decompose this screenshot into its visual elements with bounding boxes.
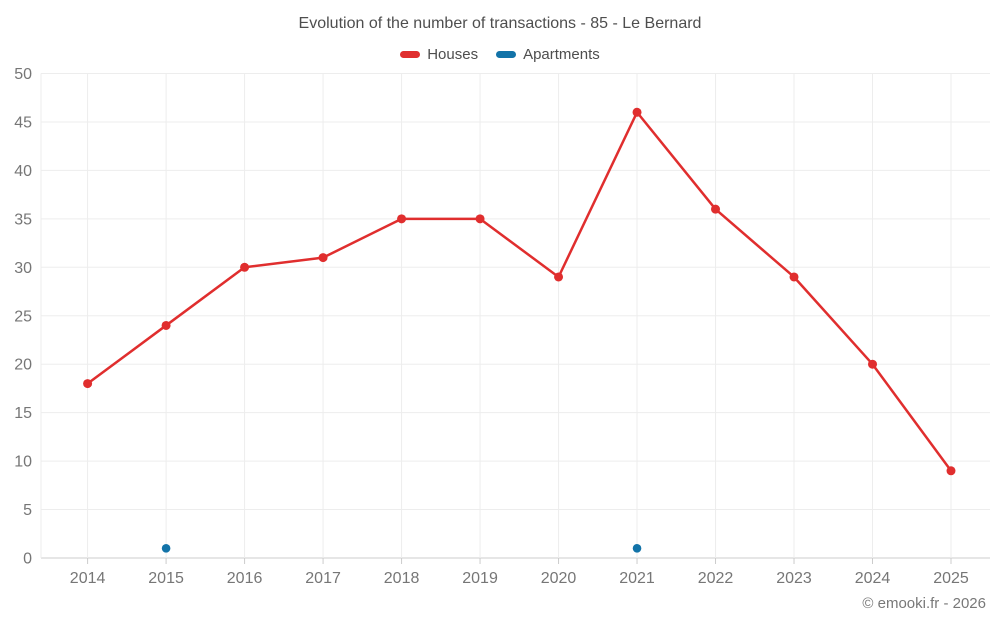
houses-point-2015[interactable] [161,320,171,330]
legend-item-apartments[interactable]: Apartments [496,46,600,63]
chart-title: Evolution of the number of transactions … [298,15,702,32]
houses-point-2016[interactable] [240,262,250,272]
houses-point-2020[interactable] [554,272,564,282]
x-tick-label-2020: 2020 [541,570,577,587]
y-tick-label-0: 0 [23,551,32,568]
y-tick-label-20: 20 [14,357,32,374]
x-tick-label-2014: 2014 [70,570,106,587]
x-tick-label-2018: 2018 [384,570,420,587]
legend-label-apartments: Apartments [523,46,600,63]
houses-point-2025[interactable] [946,466,956,476]
houses-point-2022[interactable] [711,204,721,214]
x-tick-label-2015: 2015 [148,570,184,587]
y-tick-label-15: 15 [14,405,32,422]
y-tick-label-30: 30 [14,260,32,277]
apartments-legend-marker-icon [496,51,517,58]
copyright-text: © emooki.fr - 2026 [862,595,986,612]
houses-point-2017[interactable] [318,253,328,263]
x-tick-label-2025: 2025 [933,570,969,587]
houses-legend-marker-icon [400,51,421,58]
houses-point-2014[interactable] [83,379,93,389]
houses-point-2021[interactable] [632,107,642,117]
y-tick-label-25: 25 [14,308,32,325]
houses-point-2024[interactable] [868,359,878,369]
apartments-point-2021[interactable] [632,544,642,553]
y-tick-label-10: 10 [14,454,32,471]
houses-series-line [86,111,953,473]
y-tick-label-50: 50 [14,66,32,83]
y-tick-label-45: 45 [14,114,32,131]
x-tick-label-2019: 2019 [462,570,498,587]
y-tick-label-35: 35 [14,211,32,228]
y-tick-label-5: 5 [23,502,32,519]
x-tick-label-2021: 2021 [619,570,655,587]
x-tick-label-2023: 2023 [776,570,812,587]
chart-legend: Houses Apartments [0,46,1000,63]
x-tick-label-2016: 2016 [227,570,263,587]
houses-point-2023[interactable] [789,272,799,282]
houses-point-2019[interactable] [475,214,485,224]
apartments-point-2015[interactable] [161,544,171,553]
x-tick-label-2022: 2022 [698,570,734,587]
x-tick-label-2017: 2017 [305,570,341,587]
y-tick-label-40: 40 [14,163,32,180]
legend-label-houses: Houses [427,46,479,63]
x-tick-label-2024: 2024 [855,570,891,587]
houses-point-2018[interactable] [397,214,407,224]
legend-item-houses[interactable]: Houses [400,46,478,63]
